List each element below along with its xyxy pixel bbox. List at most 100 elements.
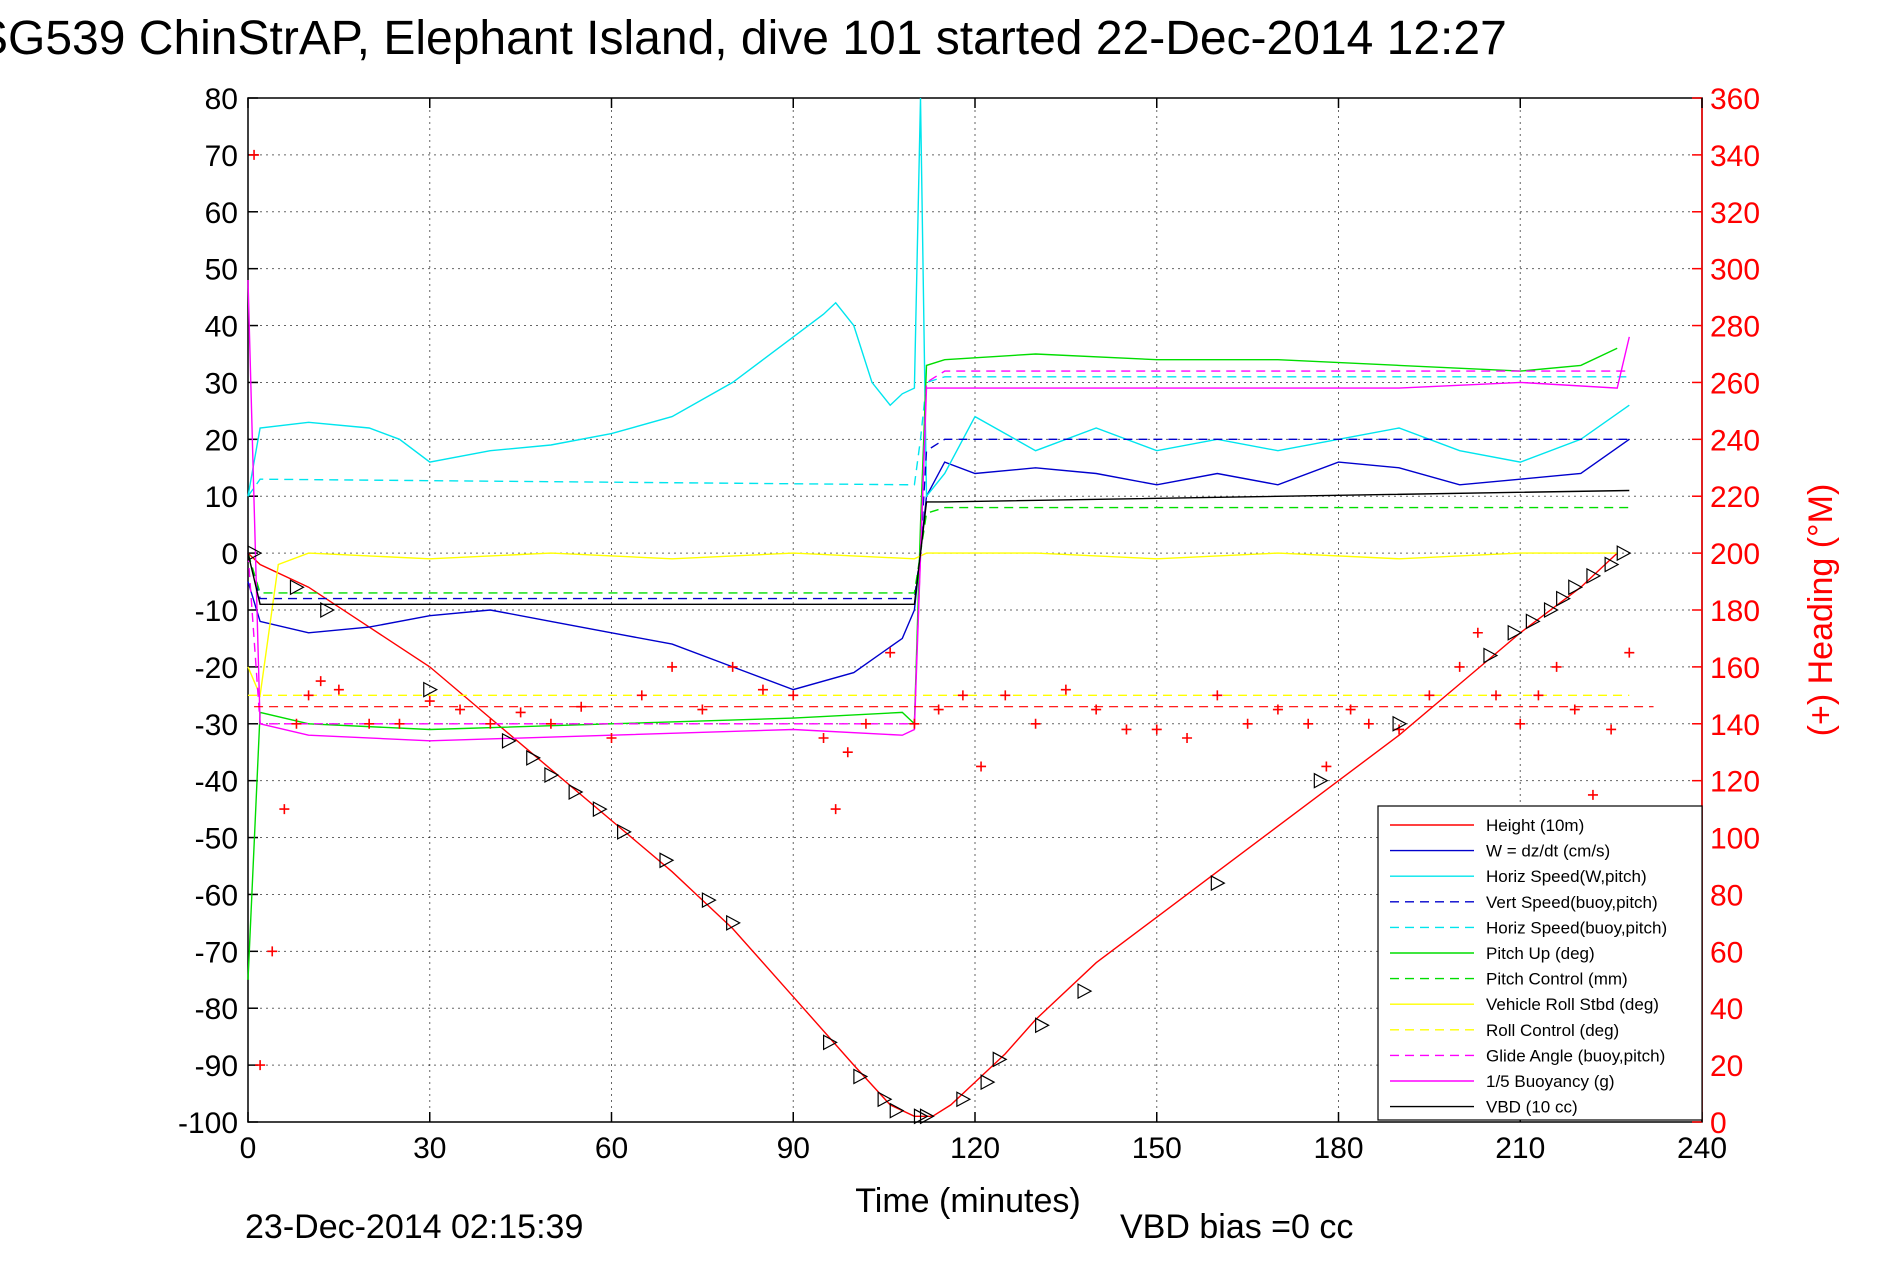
y-tick-label: 10 xyxy=(205,481,238,514)
y-tick-label: -20 xyxy=(195,652,238,685)
y-tick-label: 30 xyxy=(205,367,238,400)
legend-label-3: Vert Speed(buoy,pitch) xyxy=(1486,893,1658,912)
dive-sample-marker xyxy=(726,914,741,931)
dive-sample-marker xyxy=(320,601,336,619)
heading-points xyxy=(249,149,1654,1071)
dive-sample-marker xyxy=(1077,983,1093,1000)
vbd-bias-footer: VBD bias =0 cc xyxy=(1120,1208,1353,1246)
y-tick-label: 70 xyxy=(205,140,238,173)
heading-point xyxy=(279,804,290,815)
right-axis-label: (+) Heading (°M) xyxy=(1802,484,1840,737)
y-tick-label: -60 xyxy=(195,879,238,912)
heading-point xyxy=(424,696,435,707)
heading-point xyxy=(394,718,405,729)
dive-sample-marker xyxy=(1525,613,1541,630)
heading-point xyxy=(636,690,647,701)
heading-point xyxy=(1091,704,1102,715)
heading-point xyxy=(315,676,326,687)
dive-sample-marker xyxy=(501,732,517,749)
right-tick-label: 140 xyxy=(1710,709,1760,742)
right-tick-label: 40 xyxy=(1710,993,1743,1026)
x-tick-label: 210 xyxy=(1495,1132,1545,1165)
heading-point xyxy=(1182,733,1193,743)
heading-point xyxy=(515,707,526,718)
series-line-11 xyxy=(247,489,1630,605)
heading-point xyxy=(333,684,344,695)
heading-point xyxy=(830,804,841,815)
heading-point xyxy=(1551,661,1562,672)
right-tick-label: 180 xyxy=(1710,595,1760,628)
legend-label-4: Horiz Speed(buoy,pitch) xyxy=(1486,918,1667,937)
heading-point xyxy=(1060,684,1071,695)
heading-point xyxy=(1472,627,1483,638)
dive-sample-marker xyxy=(544,766,560,783)
y-tick-label: -10 xyxy=(195,595,238,628)
dive-sample-marker xyxy=(1507,624,1523,641)
heading-point xyxy=(697,704,708,715)
dive-sample-marker xyxy=(956,1091,972,1108)
dive-sample-marker xyxy=(1616,545,1632,562)
dive-sample-marker xyxy=(919,1108,935,1125)
series-lines xyxy=(247,97,1630,1118)
legend-label-2: Horiz Speed(W,pitch) xyxy=(1486,867,1647,886)
heading-point xyxy=(1515,718,1526,729)
dive-sample-marker xyxy=(592,801,608,818)
dive-sample-markers xyxy=(247,545,1632,1125)
dive-sample-marker xyxy=(568,784,584,801)
right-tick-label: 80 xyxy=(1710,879,1743,912)
right-tick-label: 220 xyxy=(1710,481,1760,514)
heading-point xyxy=(1212,690,1223,701)
timestamp-footer: 23-Dec-2014 02:15:39 xyxy=(245,1208,583,1246)
legend-label-1: W = dz/dt (cm/s) xyxy=(1486,842,1610,861)
dive-sample-marker xyxy=(992,1051,1008,1068)
right-tick-label: 100 xyxy=(1710,823,1760,856)
heading-point xyxy=(788,690,799,701)
heading-point xyxy=(267,946,278,957)
heading-point xyxy=(909,718,920,729)
heading-point xyxy=(1345,704,1356,715)
right-tick-label: 120 xyxy=(1710,766,1760,799)
heading-point xyxy=(1151,724,1162,735)
legend-label-7: Vehicle Roll Stbd (deg) xyxy=(1486,995,1659,1014)
heading-point xyxy=(1587,789,1598,800)
dive-sample-marker xyxy=(289,579,305,596)
y-tick-label: 20 xyxy=(205,424,238,457)
heading-point xyxy=(1030,718,1041,729)
x-axis-label: Time (minutes) xyxy=(855,1182,1080,1220)
dive-sample-marker xyxy=(617,823,632,840)
heading-point xyxy=(727,661,738,672)
heading-point xyxy=(1491,690,1502,701)
heading-point xyxy=(1363,718,1374,729)
y-tick-label: 60 xyxy=(205,197,238,230)
heading-point xyxy=(957,690,968,701)
heading-point xyxy=(1121,724,1132,735)
heading-point xyxy=(1424,690,1435,701)
heading-point xyxy=(1303,718,1314,729)
dive-sample-marker xyxy=(877,1091,893,1108)
dive-sample-marker xyxy=(822,1034,838,1051)
heading-point xyxy=(255,1060,266,1071)
heading-point xyxy=(545,718,556,729)
y-tick-label: 80 xyxy=(205,83,238,116)
right-tick-label: 280 xyxy=(1710,311,1760,344)
y-tick-label: -50 xyxy=(195,823,238,856)
dive-sample-marker xyxy=(1604,556,1620,573)
series-line-7 xyxy=(247,552,1618,698)
legend-label-8: Roll Control (deg) xyxy=(1486,1021,1619,1040)
y-tick-label: -30 xyxy=(195,709,238,742)
heading-point xyxy=(606,733,617,743)
right-tick-label: 200 xyxy=(1710,538,1760,571)
x-tick-label: 120 xyxy=(950,1132,1000,1165)
heading-point xyxy=(576,701,587,712)
legend-label-0: Height (10m) xyxy=(1486,816,1584,835)
dive-sample-marker xyxy=(889,1102,905,1119)
series-line-5 xyxy=(247,347,1618,980)
x-tick-label: 90 xyxy=(777,1132,810,1165)
dive-sample-marker xyxy=(701,892,717,909)
legend-label-5: Pitch Up (deg) xyxy=(1486,944,1595,963)
dive-sample-marker xyxy=(980,1074,996,1091)
y-tick-label: -70 xyxy=(195,936,238,969)
y-tick-label: -80 xyxy=(195,993,238,1026)
right-tick-label: 260 xyxy=(1710,367,1760,400)
right-tick-label: 360 xyxy=(1710,83,1760,116)
